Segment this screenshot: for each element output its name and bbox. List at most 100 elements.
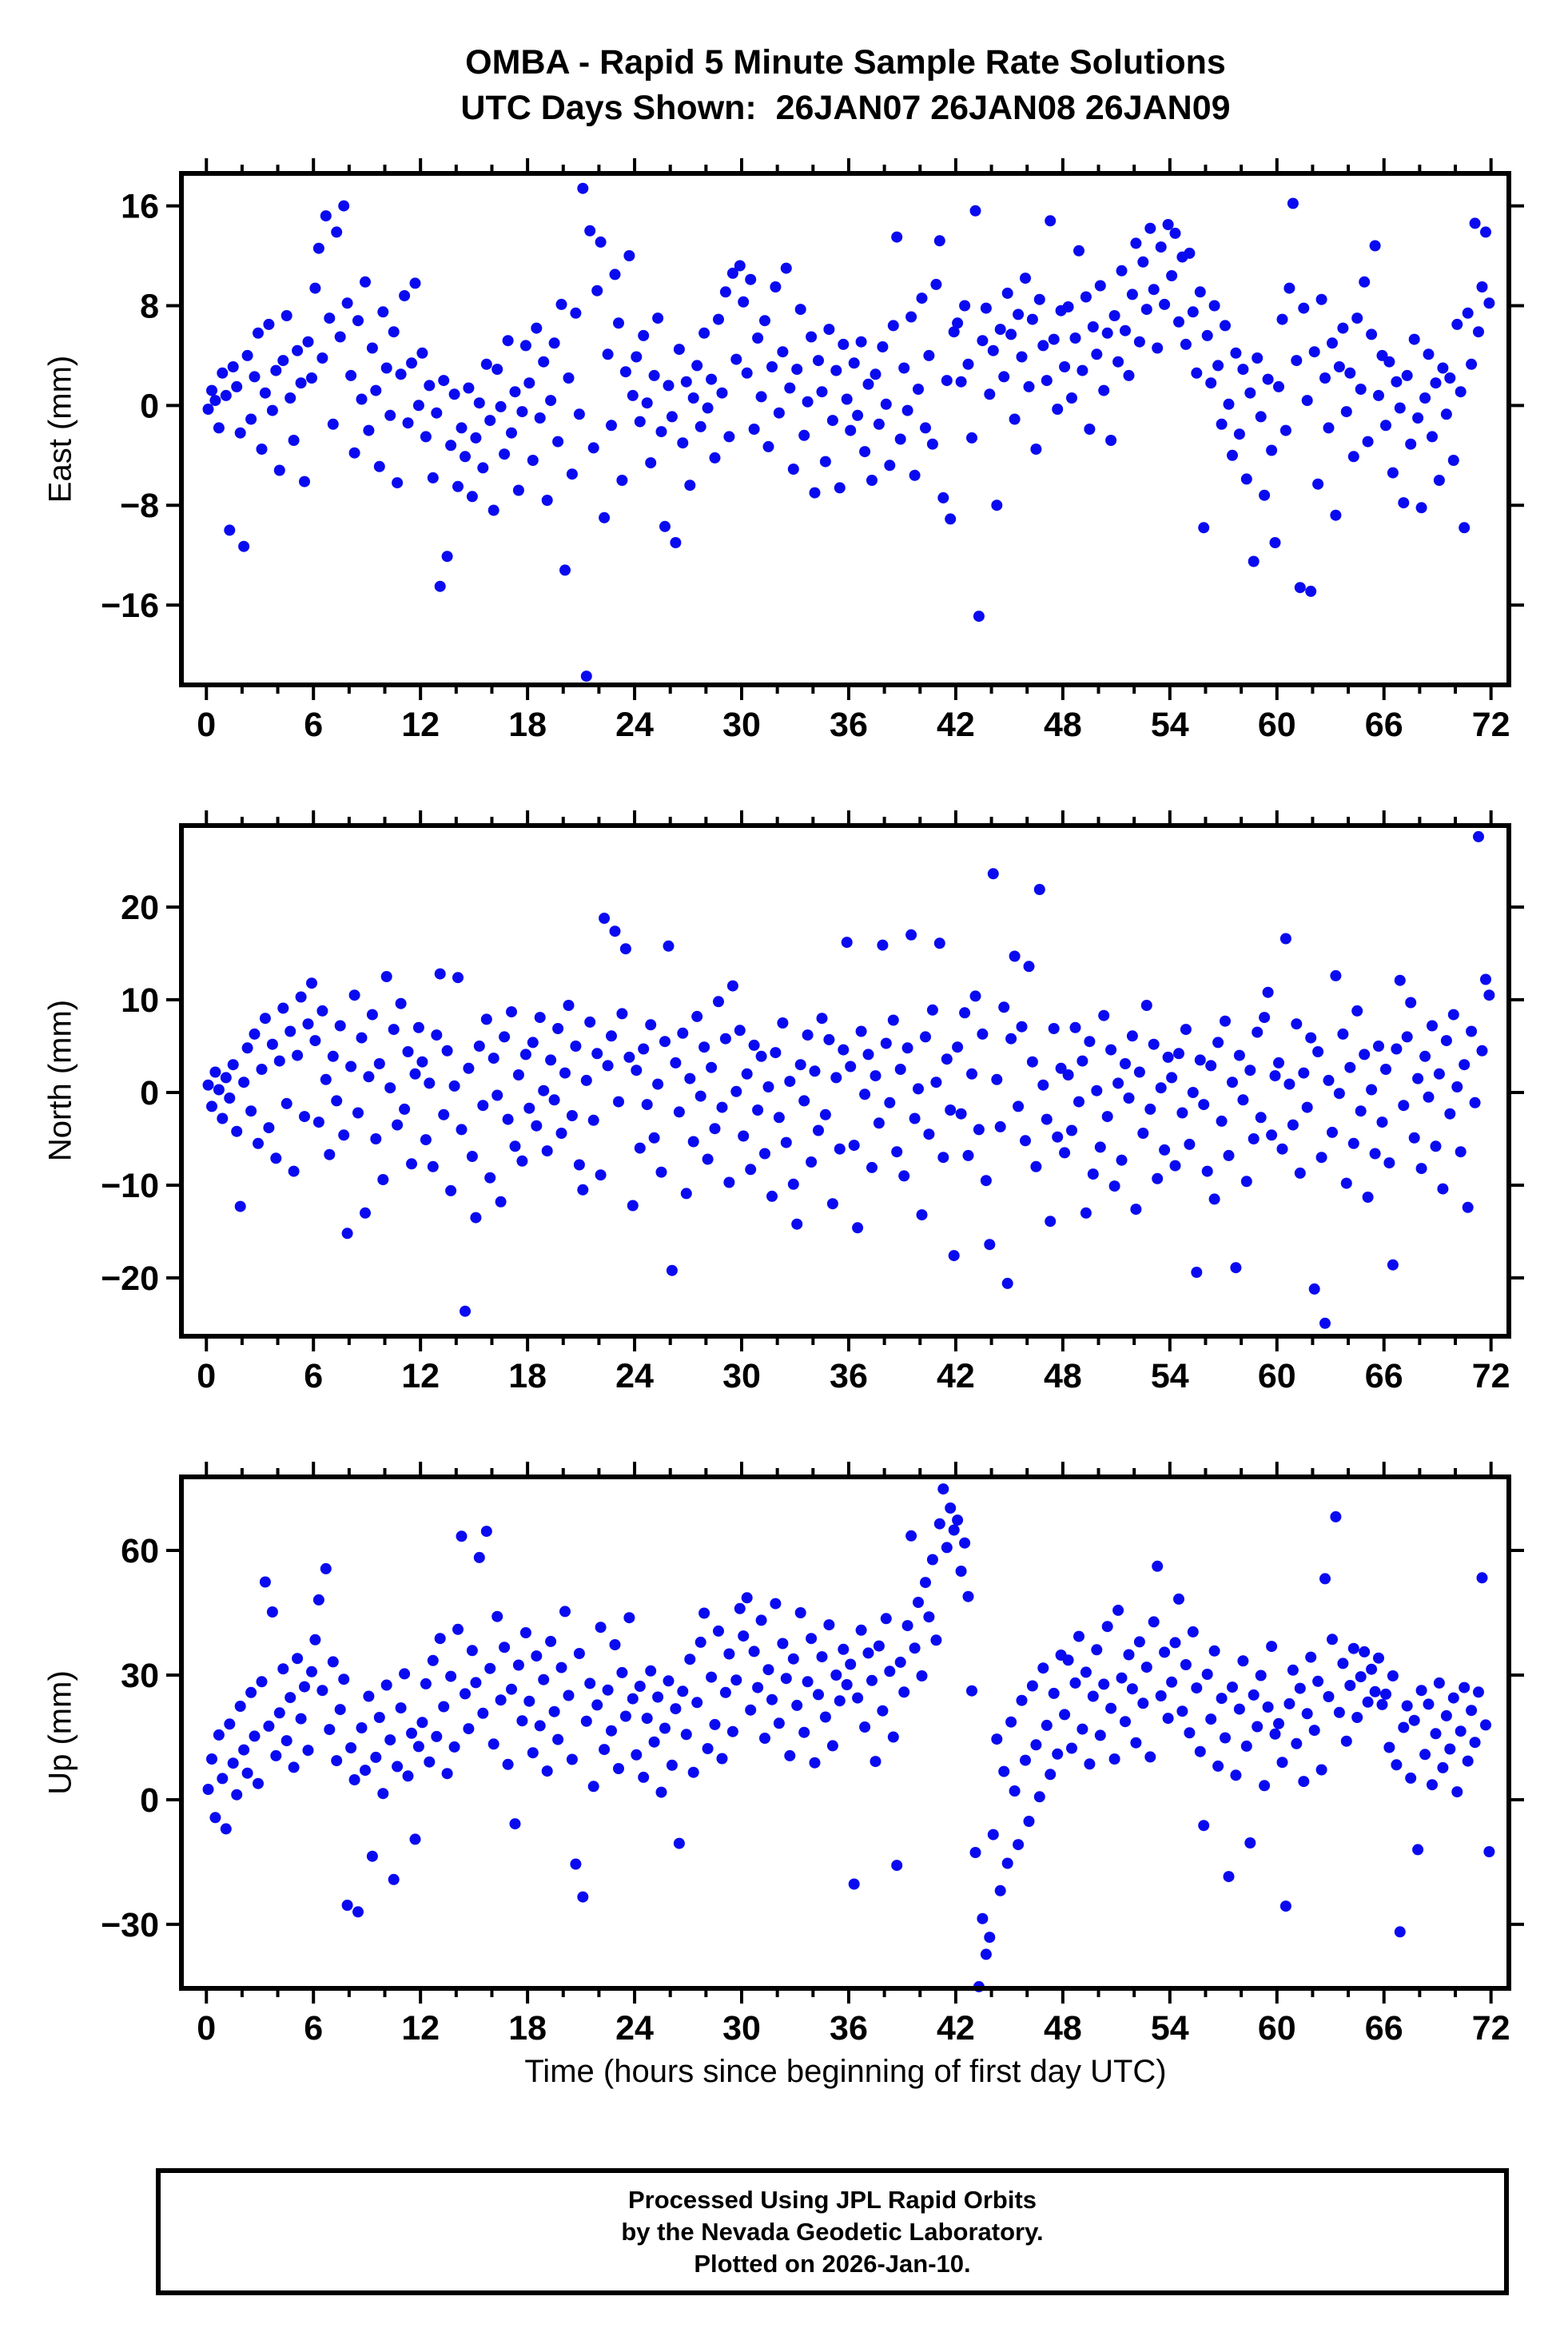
data-point xyxy=(1401,369,1413,381)
data-point xyxy=(1191,1682,1203,1694)
data-point xyxy=(866,1674,878,1686)
data-point xyxy=(1248,1133,1260,1144)
data-point xyxy=(245,1105,257,1117)
data-point xyxy=(638,1043,650,1055)
data-point xyxy=(841,937,853,949)
data-point xyxy=(755,391,767,403)
data-point xyxy=(1230,1262,1242,1274)
data-point xyxy=(559,564,571,576)
data-point xyxy=(388,326,400,338)
data-point xyxy=(1462,1755,1474,1767)
data-point xyxy=(834,1143,846,1155)
data-point xyxy=(1005,1033,1017,1045)
data-point xyxy=(1244,387,1256,399)
data-point xyxy=(217,1112,229,1124)
data-point xyxy=(595,1169,607,1181)
data-point xyxy=(719,1033,731,1045)
data-point xyxy=(666,411,678,423)
data-point xyxy=(1023,1816,1035,1827)
x-tick-label: 24 xyxy=(615,706,654,744)
data-point xyxy=(256,444,268,455)
data-point xyxy=(798,1726,810,1738)
data-point xyxy=(1330,969,1342,981)
data-point xyxy=(1237,1094,1249,1106)
data-point xyxy=(1152,1560,1164,1572)
y-tick-label: 8 xyxy=(140,287,159,325)
x-tick-label: 42 xyxy=(937,706,975,744)
data-point xyxy=(512,484,524,496)
data-point xyxy=(452,480,464,492)
footer-line-2: by the Nevada Geodetic Laboratory. xyxy=(621,2217,1044,2246)
data-point xyxy=(249,1730,261,1742)
data-point xyxy=(1455,1146,1467,1158)
data-point xyxy=(495,1196,507,1208)
data-point xyxy=(249,371,261,383)
data-point xyxy=(1333,361,1345,372)
x-tick-label: 36 xyxy=(830,706,868,744)
data-point xyxy=(1430,377,1442,389)
data-point xyxy=(819,456,831,468)
data-point xyxy=(998,1765,1010,1777)
data-point xyxy=(1483,1846,1495,1857)
data-point xyxy=(1208,1645,1220,1657)
data-point xyxy=(438,1701,450,1713)
data-point xyxy=(1223,1871,1235,1883)
y-tick-label: 0 xyxy=(140,1074,159,1112)
data-point xyxy=(1220,1015,1231,1027)
data-point xyxy=(1140,1000,1152,1011)
data-point xyxy=(270,1152,282,1164)
data-point xyxy=(563,1689,575,1701)
data-point xyxy=(534,412,546,424)
y-tick-label: 0 xyxy=(140,1781,159,1820)
data-point xyxy=(1323,1074,1335,1086)
data-point xyxy=(973,611,985,623)
data-point xyxy=(1415,1163,1427,1175)
data-point xyxy=(395,1702,407,1714)
data-point xyxy=(1383,1157,1395,1169)
data-point xyxy=(730,1674,742,1686)
data-point xyxy=(813,1124,824,1136)
data-point xyxy=(787,464,799,475)
data-point xyxy=(862,1647,874,1659)
data-point xyxy=(738,1630,750,1642)
data-point xyxy=(1144,1103,1156,1115)
data-point xyxy=(341,1228,353,1240)
data-point xyxy=(673,344,685,356)
data-point xyxy=(1023,961,1035,973)
data-point xyxy=(213,422,225,434)
data-point xyxy=(420,1134,432,1146)
data-point xyxy=(1359,276,1371,288)
data-point xyxy=(1394,402,1406,414)
data-point xyxy=(1398,1721,1410,1733)
data-point xyxy=(277,1663,289,1675)
data-point xyxy=(891,1860,903,1872)
data-point xyxy=(677,437,689,449)
page-title: OMBA - Rapid 5 Minute Sample Rate Soluti… xyxy=(465,43,1226,82)
data-point xyxy=(384,409,396,421)
data-point xyxy=(512,1069,524,1080)
data-point xyxy=(570,1041,582,1052)
page-subtitle: UTC Days Shown: 26JAN07 26JAN08 26JAN09 xyxy=(460,89,1231,127)
data-point xyxy=(1473,326,1484,338)
data-point xyxy=(348,447,360,459)
data-point xyxy=(1020,273,1031,285)
data-point xyxy=(1126,289,1138,300)
data-point xyxy=(809,487,821,499)
data-point xyxy=(1101,1621,1113,1633)
data-point xyxy=(627,1200,639,1212)
data-point xyxy=(1130,237,1142,249)
data-point xyxy=(224,1718,236,1730)
data-point xyxy=(645,1665,657,1677)
data-point xyxy=(1026,1056,1038,1068)
data-point xyxy=(687,1136,699,1148)
data-point xyxy=(1287,197,1299,209)
data-point xyxy=(1237,1655,1249,1667)
data-point xyxy=(1459,1681,1470,1693)
data-point xyxy=(1476,281,1488,293)
data-point xyxy=(1423,1091,1435,1103)
data-point xyxy=(470,432,482,444)
data-point xyxy=(559,1606,571,1618)
data-point xyxy=(1459,1059,1470,1071)
data-point xyxy=(299,476,310,488)
data-point xyxy=(663,940,675,952)
